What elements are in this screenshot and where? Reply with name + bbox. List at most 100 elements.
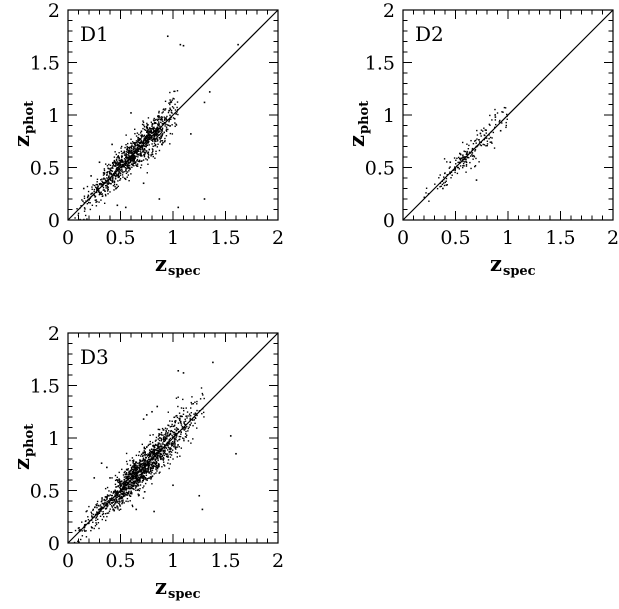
data-point — [109, 499, 112, 501]
data-point — [117, 481, 120, 484]
data-point — [103, 168, 106, 170]
data-point — [141, 459, 144, 462]
data-point — [138, 146, 140, 148]
data-point — [114, 501, 117, 503]
data-point — [119, 169, 122, 171]
data-point — [480, 144, 483, 147]
data-point — [156, 133, 158, 135]
data-point — [158, 122, 160, 125]
data-point — [157, 116, 160, 118]
data-point — [125, 473, 127, 475]
data-point — [170, 442, 172, 444]
data-point — [169, 420, 171, 422]
data-point — [501, 122, 503, 124]
data-point — [152, 450, 154, 452]
data-point — [115, 492, 118, 494]
data-point — [114, 162, 117, 164]
data-point — [123, 487, 125, 490]
data-point — [106, 503, 109, 506]
data-point — [168, 102, 170, 104]
data-point — [145, 461, 147, 464]
data-point — [78, 527, 80, 529]
data-point — [469, 152, 471, 154]
data-point — [158, 448, 161, 451]
data-point — [147, 129, 150, 131]
data-point — [143, 151, 145, 153]
data-point — [126, 469, 128, 471]
data-point — [122, 500, 124, 502]
data-point — [95, 199, 98, 201]
data-point — [95, 504, 97, 506]
outlier-point — [100, 462, 103, 464]
data-point — [114, 185, 116, 188]
data-point — [155, 127, 157, 130]
data-point — [137, 481, 139, 484]
data-point — [90, 193, 92, 195]
data-point — [161, 119, 163, 121]
data-point — [142, 469, 144, 471]
data-point — [153, 473, 155, 475]
data-point — [179, 435, 182, 438]
data-point — [461, 159, 464, 161]
data-point — [140, 476, 142, 478]
data-point — [135, 164, 137, 166]
data-point — [152, 457, 155, 459]
data-point — [109, 494, 111, 496]
data-point — [134, 149, 137, 152]
data-point — [100, 199, 102, 201]
data-point — [95, 183, 98, 186]
data-point — [157, 455, 159, 458]
data-point — [153, 127, 155, 130]
data-point — [501, 111, 503, 113]
data-point — [153, 129, 155, 132]
data-point — [164, 434, 167, 436]
data-point — [126, 158, 128, 160]
data-point — [107, 180, 110, 182]
data-point — [138, 148, 140, 150]
data-point — [130, 138, 132, 140]
data-point — [109, 173, 111, 175]
data-point — [151, 148, 154, 150]
data-point — [146, 144, 149, 147]
data-point — [145, 477, 147, 479]
data-point — [139, 465, 142, 468]
data-point — [148, 451, 151, 454]
data-point — [477, 144, 479, 147]
data-point — [166, 441, 169, 444]
data-point — [126, 171, 129, 173]
data-point — [485, 145, 487, 147]
data-point — [152, 137, 154, 139]
data-point — [141, 455, 144, 457]
data-point — [179, 455, 181, 457]
data-point — [159, 117, 161, 119]
data-point — [121, 493, 124, 495]
data-point — [141, 134, 143, 136]
data-point — [112, 173, 115, 176]
data-point — [142, 135, 144, 137]
data-point — [445, 184, 448, 186]
outlier-point — [499, 129, 502, 132]
data-point — [171, 420, 173, 422]
data-point — [87, 190, 90, 193]
data-point — [484, 137, 487, 139]
data-point — [120, 158, 123, 161]
data-point — [100, 183, 103, 185]
data-point — [99, 509, 101, 511]
data-point — [127, 161, 130, 163]
data-point — [166, 436, 168, 438]
data-point — [127, 165, 130, 167]
data-point — [161, 127, 164, 129]
outlier-point — [145, 414, 148, 416]
data-point — [473, 140, 476, 142]
outlier-point — [203, 198, 206, 200]
data-point — [134, 151, 136, 153]
data-point — [163, 116, 165, 118]
data-point — [101, 185, 103, 187]
data-point — [132, 462, 134, 464]
data-point — [124, 164, 126, 166]
data-point — [167, 411, 169, 413]
data-point — [95, 205, 98, 207]
data-point — [102, 502, 104, 505]
data-point — [169, 108, 172, 111]
data-point — [124, 159, 127, 161]
